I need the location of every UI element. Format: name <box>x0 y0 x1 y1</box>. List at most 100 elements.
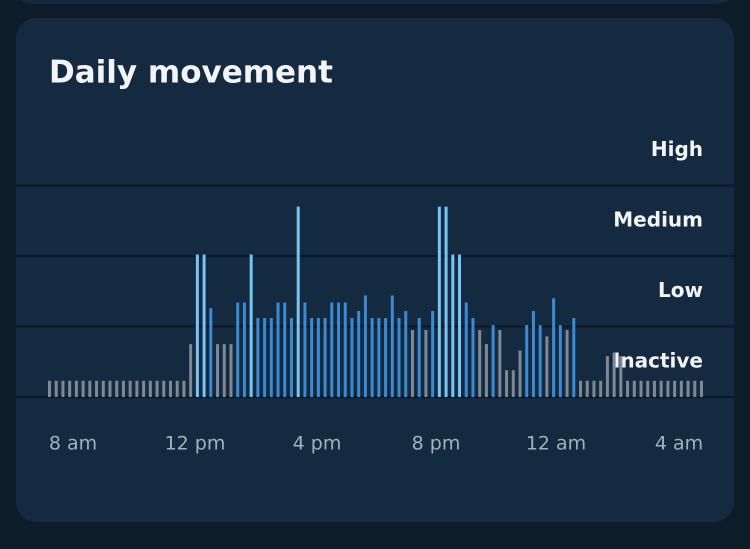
bar <box>289 318 293 397</box>
bar <box>538 325 542 397</box>
bar <box>471 318 475 397</box>
level-label: Low <box>658 278 703 302</box>
bar <box>216 344 220 397</box>
bar <box>175 380 179 397</box>
bar <box>464 302 468 397</box>
bar <box>478 330 482 397</box>
bar <box>484 344 488 397</box>
bar <box>48 380 51 397</box>
bar <box>552 298 556 397</box>
x-tick-label: 12 am <box>526 433 586 455</box>
bar <box>108 380 112 397</box>
bar <box>444 206 448 397</box>
bar <box>491 325 495 397</box>
bar <box>390 295 394 397</box>
bar <box>61 380 65 397</box>
bar <box>511 370 515 397</box>
bar <box>269 318 273 397</box>
bar <box>592 380 596 397</box>
bar <box>202 254 206 397</box>
x-tick-label: 4 am <box>655 433 703 455</box>
bar <box>572 318 576 397</box>
bar <box>128 380 132 397</box>
bar <box>384 318 388 397</box>
bar <box>417 318 421 397</box>
bar <box>88 380 92 397</box>
bar <box>357 310 361 397</box>
bar <box>182 380 186 397</box>
bar <box>377 318 381 397</box>
bar <box>679 380 683 397</box>
bar <box>437 206 441 397</box>
bar <box>249 254 253 397</box>
bar <box>666 380 670 397</box>
bar <box>121 380 125 397</box>
bar <box>632 380 636 397</box>
bar <box>242 302 246 397</box>
bar <box>189 344 193 397</box>
bar <box>579 380 583 397</box>
bar <box>229 344 233 397</box>
bar <box>431 310 435 397</box>
bar <box>296 206 300 397</box>
bar <box>95 380 99 397</box>
bar <box>424 330 428 397</box>
bar <box>612 352 616 397</box>
bar <box>659 380 663 397</box>
bar <box>498 330 502 397</box>
bar <box>148 380 152 397</box>
level-label: Inactive <box>613 348 703 372</box>
bar <box>410 330 414 397</box>
bar <box>585 380 589 397</box>
bar <box>195 254 199 397</box>
bar <box>303 302 307 397</box>
bar <box>370 318 374 397</box>
bar <box>451 254 455 397</box>
bar <box>142 380 146 397</box>
bar <box>505 370 509 397</box>
bar <box>397 318 401 397</box>
bar <box>256 318 260 397</box>
bar <box>74 380 78 397</box>
card <box>16 18 734 522</box>
bar <box>54 380 58 397</box>
bar <box>337 302 341 397</box>
card-title: Daily movement <box>49 55 333 91</box>
bar <box>363 295 367 397</box>
level-label: Medium <box>613 207 703 231</box>
bar <box>558 325 562 397</box>
bar <box>316 318 320 397</box>
bar <box>283 302 287 397</box>
bar <box>599 380 603 397</box>
bar <box>330 302 334 397</box>
level-label: High <box>651 137 703 161</box>
bar <box>626 380 630 397</box>
bar <box>350 318 354 397</box>
bar <box>168 380 172 397</box>
bar <box>693 380 697 397</box>
bar <box>236 302 240 397</box>
bar <box>639 380 643 397</box>
bar <box>135 380 139 397</box>
previous-card <box>21 0 729 4</box>
bar <box>81 380 85 397</box>
bar <box>209 308 213 397</box>
bar <box>404 310 408 397</box>
bar <box>115 380 119 397</box>
x-tick-label: 12 pm <box>165 433 226 455</box>
bar <box>565 330 569 397</box>
bar <box>343 302 347 397</box>
bar <box>101 380 105 397</box>
x-tick-label: 8 pm <box>412 433 461 455</box>
x-tick-label: 8 am <box>49 433 97 455</box>
bar <box>518 350 522 397</box>
bar <box>68 380 72 397</box>
bar <box>619 356 623 397</box>
bar <box>652 380 656 397</box>
bar <box>323 318 327 397</box>
bar <box>155 380 159 397</box>
x-tick-label: 4 pm <box>293 433 342 455</box>
bar <box>222 344 226 397</box>
bar <box>276 302 280 397</box>
